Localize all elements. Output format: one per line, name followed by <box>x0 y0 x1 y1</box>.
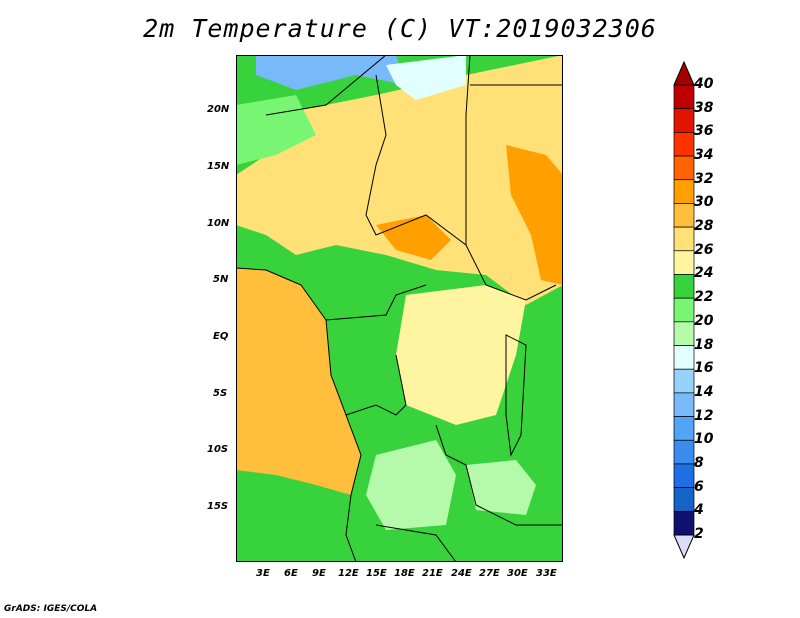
hot-field-2 <box>376 215 451 260</box>
colorbar-label: 28 <box>694 218 714 235</box>
credit-text: GrADS: IGES/COLA <box>4 604 98 614</box>
lat-label: 20N <box>207 104 230 115</box>
colorbar-label: 36 <box>694 123 714 140</box>
colorbar-swatch <box>673 203 695 228</box>
colorbar-label: 40 <box>694 76 714 92</box>
colorbar-label: 32 <box>694 170 714 187</box>
lon-label: 3E <box>256 568 270 579</box>
colorbar-swatch <box>673 392 695 417</box>
colorbar-label: 6 <box>694 478 704 495</box>
cold-field-2 <box>386 55 466 100</box>
colorbar-swatch <box>673 368 695 394</box>
basin-field <box>396 285 526 425</box>
colorbar-swatch <box>673 487 695 512</box>
colorbar-swatch <box>673 439 695 465</box>
colorbar-swatch <box>673 274 695 299</box>
lon-label: 12E <box>338 568 359 579</box>
colorbar-label: 14 <box>694 383 714 400</box>
colorbar-swatch <box>673 155 695 181</box>
hot-field <box>506 145 563 285</box>
colorbar-label: 38 <box>694 99 714 116</box>
map-frame <box>236 55 563 562</box>
map <box>236 55 563 562</box>
colorbar-swatch <box>673 345 695 370</box>
colorbar-label: 2 <box>694 526 704 542</box>
lake-outline <box>505 334 527 457</box>
lon-label: 15E <box>366 568 387 579</box>
colorbar-label: 20 <box>694 312 714 329</box>
southern-cool-field <box>366 440 456 530</box>
ocean-field <box>236 268 361 495</box>
lat-label: EQ <box>213 331 229 342</box>
colorbar-label: 10 <box>694 431 714 448</box>
colorbar-min-arrow <box>673 534 695 560</box>
colorbar-swatch <box>673 179 695 204</box>
lon-label: 6E <box>284 568 298 579</box>
colorbar-label: 8 <box>694 454 704 471</box>
colorbar-swatch <box>673 108 695 133</box>
lon-label: 27E <box>479 568 500 579</box>
lat-label: 15S <box>207 501 229 512</box>
colorbar <box>673 60 695 560</box>
colorbar-swatch <box>673 297 695 323</box>
lat-label: 5N <box>213 274 229 285</box>
colorbar-swatch <box>673 321 695 346</box>
lat-label: 10S <box>207 444 229 455</box>
lon-label: 18E <box>394 568 415 579</box>
lon-label: 24E <box>451 568 472 579</box>
colorbar-label: 18 <box>694 336 714 353</box>
colorbar-label: 30 <box>694 194 714 211</box>
colorbar-label: 16 <box>694 360 714 377</box>
lat-label: 15N <box>207 161 230 172</box>
colorbar-swatch <box>673 132 695 157</box>
colorbar-swatch <box>673 416 695 441</box>
colorbar-label: 34 <box>694 147 714 164</box>
colorbar-label: 12 <box>694 407 714 424</box>
southern-cool-field-2 <box>466 460 536 515</box>
colorbar-swatch <box>673 84 695 110</box>
plot-title: 2m Temperature (C) VT:2019032306 <box>143 14 657 43</box>
cool-field-north <box>236 95 316 165</box>
lat-label: 10N <box>207 218 230 229</box>
lon-label: 30E <box>507 568 528 579</box>
colorbar-label: 24 <box>694 265 714 282</box>
colorbar-swatch <box>673 463 695 488</box>
cold-field <box>256 55 406 90</box>
colorbar-swatch <box>673 510 695 536</box>
lat-label: 5S <box>213 388 228 399</box>
lon-label: 33E <box>536 568 557 579</box>
colorbar-swatch <box>673 226 695 252</box>
lon-label: 9E <box>312 568 326 579</box>
lon-label: 21E <box>422 568 443 579</box>
north-warm-field <box>236 55 563 305</box>
colorbar-label: 22 <box>694 289 714 306</box>
colorbar-swatch <box>673 250 695 275</box>
coastline <box>236 267 362 562</box>
border-line <box>265 55 563 562</box>
colorbar-label: 4 <box>694 502 704 519</box>
colorbar-max-arrow <box>673 60 695 86</box>
colorbar-label: 26 <box>694 241 714 258</box>
